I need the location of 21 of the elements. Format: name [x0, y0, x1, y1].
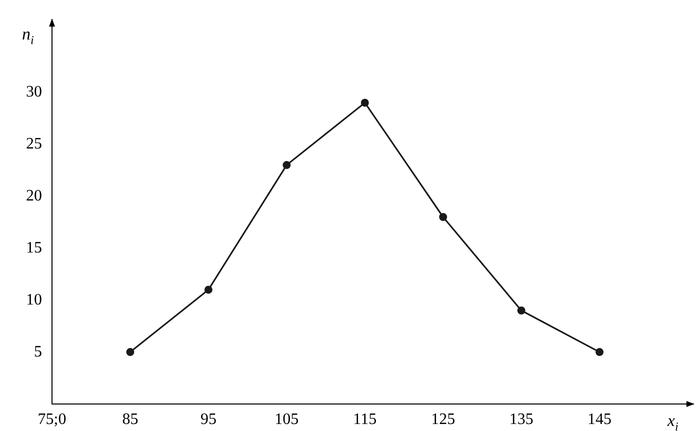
point	[204, 286, 212, 294]
y-tick-label: 10	[26, 291, 42, 308]
x-tick-label: 95	[200, 410, 216, 428]
x-tick-label: 145	[588, 410, 612, 428]
y-tick-label: 15	[26, 239, 42, 256]
x-tick-label: 105	[274, 410, 299, 428]
point	[439, 212, 448, 221]
point	[596, 348, 604, 356]
y-tick-label: 5	[34, 343, 42, 360]
x-tick-label: 135	[509, 410, 534, 428]
point	[126, 348, 134, 356]
x-tick-label: 75;0	[38, 410, 66, 428]
x-tick-label: 85	[122, 410, 138, 428]
x-tick-label: 125	[431, 410, 456, 428]
y-tick-label: 30	[26, 84, 42, 101]
point	[360, 98, 369, 107]
x-tick-label: 115	[353, 410, 377, 428]
point	[517, 306, 526, 314]
point	[282, 161, 291, 170]
y-tick-label: 25	[26, 135, 42, 152]
y-tick-label: 20	[26, 187, 42, 204]
